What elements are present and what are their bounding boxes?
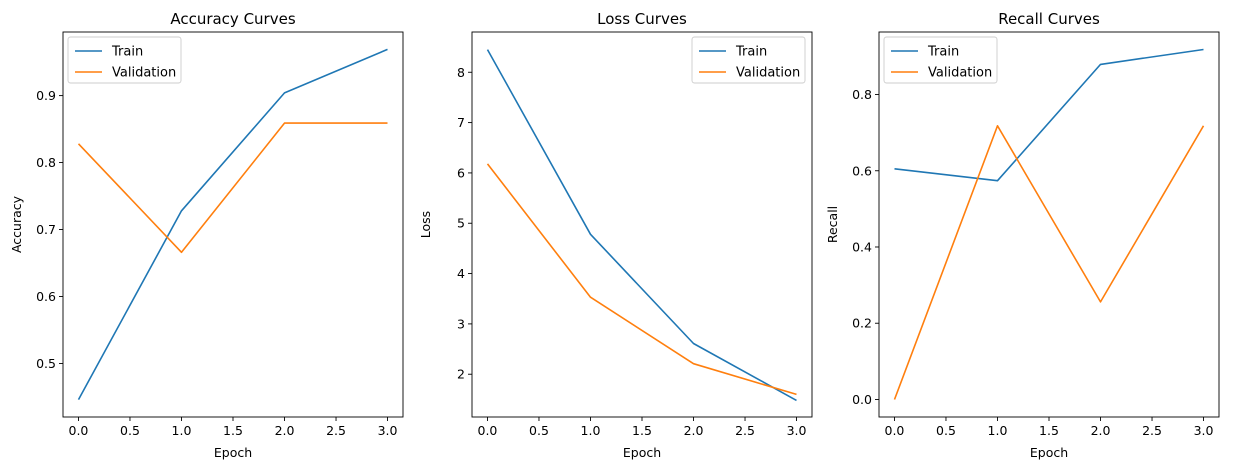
recall-curves-xtick-label: 0.0 bbox=[885, 423, 905, 438]
accuracy-curves-xtick-label: 0.0 bbox=[69, 423, 89, 438]
loss-curves-panel: Loss Curves 0.0 0.5 1.0 1.5 2.0 2.5 3.0 2 3 4 5 6 7 8 E… bbox=[418, 10, 813, 460]
recall-curves-ytick-label: 0.8 bbox=[852, 87, 872, 102]
recall-curves-validation-line bbox=[893, 125, 1205, 400]
accuracy-curves-ylabel: Accuracy bbox=[9, 195, 24, 253]
recall-curves-axes-frame bbox=[878, 31, 1220, 418]
recall-curves-xtick-label: 1.5 bbox=[1039, 423, 1059, 438]
recall-curves-xlabel: Epoch bbox=[1030, 445, 1068, 460]
accuracy-curves-panel: Accuracy Curves 0.0 0.5 1.0 1.5 2.0 2.5 3.0 0.5 0… bbox=[9, 10, 404, 460]
recall-curves-xtick-label: 0.5 bbox=[936, 423, 956, 438]
accuracy-curves-legend-label-train: Train bbox=[111, 45, 143, 60]
accuracy-curves-legend: Train Validation bbox=[67, 36, 182, 84]
accuracy-curves-xtick-label: 1.0 bbox=[172, 423, 192, 438]
recall-curves-xtick-label: 3.0 bbox=[1194, 423, 1214, 438]
loss-curves-xtick-label: 0.0 bbox=[478, 423, 498, 438]
recall-curves-legend: Train Validation bbox=[883, 36, 998, 84]
loss-curves-legend: Train Validation bbox=[691, 36, 806, 84]
recall-curves-xtick-label: 1.0 bbox=[988, 423, 1008, 438]
loss-curves-legend-label-validation: Validation bbox=[736, 66, 800, 81]
recall-curves-legend-label-train: Train bbox=[927, 45, 959, 60]
recall-curves-ytick-label: 0.0 bbox=[852, 392, 872, 407]
loss-curves-train-line bbox=[486, 49, 797, 402]
loss-curves-legend-label-train: Train bbox=[735, 45, 767, 60]
loss-curves-xtick-label: 3.0 bbox=[787, 423, 807, 438]
accuracy-curves-xtick-label: 2.5 bbox=[326, 423, 346, 438]
accuracy-curves-title: Accuracy Curves bbox=[170, 10, 296, 28]
loss-curves-xtick-label: 0.5 bbox=[529, 423, 549, 438]
loss-curves-validation-line bbox=[486, 163, 797, 396]
accuracy-curves-train-line bbox=[77, 48, 388, 400]
loss-curves-xtick-label: 2.0 bbox=[684, 423, 704, 438]
loss-curves-ytick-label: 2 bbox=[457, 367, 465, 382]
accuracy-curves-ytick-label: 0.7 bbox=[36, 222, 56, 237]
accuracy-curves-ytick-label: 0.9 bbox=[36, 88, 56, 103]
accuracy-curves-xtick-label: 2.0 bbox=[275, 423, 295, 438]
recall-curves-panel: Recall Curves 0.0 0.5 1.0 1.5 2.0 2.5 3.0 0.0 0.2… bbox=[825, 10, 1220, 460]
accuracy-curves-axes-frame bbox=[62, 31, 404, 418]
recall-curves-ylabel: Recall bbox=[825, 206, 840, 243]
loss-curves-ytick-label: 8 bbox=[457, 65, 465, 80]
recall-curves-train-line bbox=[894, 48, 1204, 182]
recall-curves-legend-label-validation: Validation bbox=[928, 66, 992, 81]
loss-curves-xlabel: Epoch bbox=[623, 445, 661, 460]
loss-curves-ytick-label: 5 bbox=[457, 216, 465, 231]
recall-curves-xtick-label: 2.0 bbox=[1091, 423, 1111, 438]
loss-curves-ytick-label: 7 bbox=[457, 115, 465, 130]
loss-curves-axes-frame bbox=[471, 31, 813, 418]
accuracy-curves-xtick-label: 1.5 bbox=[223, 423, 243, 438]
accuracy-curves-ytick-label: 0.8 bbox=[36, 155, 56, 170]
accuracy-curves-validation-line bbox=[77, 122, 388, 254]
accuracy-curves-xtick-label: 3.0 bbox=[378, 423, 398, 438]
recall-curves-xtick-label: 2.5 bbox=[1142, 423, 1162, 438]
recall-curves-title: Recall Curves bbox=[998, 10, 1100, 28]
recall-curves-ytick-label: 0.6 bbox=[852, 163, 872, 178]
loss-curves-xtick-label: 2.5 bbox=[735, 423, 755, 438]
accuracy-curves-xlabel: Epoch bbox=[214, 445, 252, 460]
loss-curves-xtick-label: 1.0 bbox=[581, 423, 601, 438]
recall-curves-ytick-label: 0.4 bbox=[852, 239, 872, 254]
recall-curves-ytick-label: 0.2 bbox=[852, 316, 872, 331]
loss-curves-title: Loss Curves bbox=[597, 10, 687, 28]
accuracy-curves-ytick-label: 0.5 bbox=[36, 356, 56, 371]
loss-curves-ylabel: Loss bbox=[418, 211, 433, 238]
accuracy-curves-ytick-label: 0.6 bbox=[36, 289, 56, 304]
accuracy-curves-legend-label-validation: Validation bbox=[112, 66, 176, 81]
loss-curves-ytick-label: 4 bbox=[457, 266, 465, 281]
loss-curves-xtick-label: 1.5 bbox=[632, 423, 652, 438]
loss-curves-ytick-label: 3 bbox=[457, 316, 465, 331]
loss-curves-ytick-label: 6 bbox=[457, 165, 465, 180]
accuracy-curves-xtick-label: 0.5 bbox=[120, 423, 140, 438]
